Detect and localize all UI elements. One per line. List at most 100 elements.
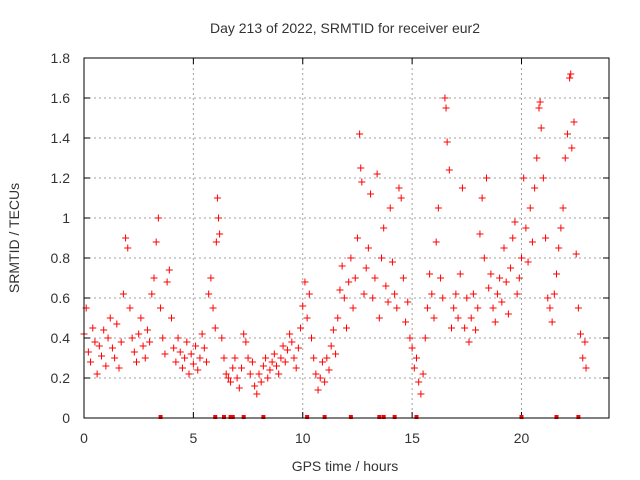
data-point (308, 334, 315, 342)
data-point (581, 338, 589, 346)
data-point (480, 254, 488, 262)
zero-data-point (213, 415, 218, 419)
data-point (417, 390, 425, 398)
zero-data-point (554, 415, 559, 419)
data-point (567, 70, 575, 78)
data-point (301, 278, 309, 286)
data-point (502, 278, 510, 286)
data-point (122, 234, 130, 242)
data-point (467, 314, 475, 322)
data-point (579, 354, 587, 362)
data-point (498, 298, 506, 306)
data-point (456, 270, 464, 278)
data-point (423, 304, 431, 312)
data-point (536, 98, 544, 106)
data-point (559, 204, 567, 212)
data-point (391, 290, 399, 298)
data-point (553, 270, 560, 278)
y-tick-label: 0.2 (51, 370, 71, 386)
data-point (442, 104, 450, 112)
data-point (209, 304, 217, 312)
data-point (487, 270, 495, 278)
data-point (128, 334, 136, 342)
zero-data-point (348, 415, 353, 419)
data-point (415, 378, 423, 386)
y-tick-label: 1.6 (51, 90, 71, 106)
data-point (176, 348, 184, 356)
data-point (574, 304, 582, 312)
data-point (528, 238, 536, 246)
data-point (229, 364, 237, 372)
data-point (402, 318, 410, 326)
data-point (539, 174, 547, 182)
data-point (347, 254, 355, 262)
data-point (84, 348, 92, 356)
data-point (283, 346, 291, 354)
data-point (323, 354, 331, 362)
data-point (273, 362, 280, 370)
y-tick-label: 0.6 (51, 290, 71, 306)
data-point (100, 326, 108, 334)
data-point (582, 364, 590, 372)
data-point (303, 314, 311, 322)
data-point (526, 204, 534, 212)
data-point (439, 294, 447, 302)
data-point (310, 354, 318, 362)
y-tick-label: 1.8 (51, 50, 71, 66)
data-point (406, 334, 414, 342)
zero-data-point (241, 415, 246, 419)
data-point (426, 270, 434, 278)
data-point (255, 370, 263, 378)
data-point (150, 274, 158, 282)
data-point (218, 334, 226, 342)
data-point (332, 350, 340, 358)
data-point (139, 342, 147, 350)
data-point (522, 224, 530, 232)
data-point (345, 278, 353, 286)
data-point (192, 342, 200, 350)
data-point (240, 330, 248, 338)
data-point (369, 294, 377, 302)
y-tick-label: 0.8 (51, 250, 71, 266)
data-point (458, 184, 466, 192)
data-point (334, 314, 342, 322)
data-point (316, 374, 324, 382)
data-point (557, 224, 565, 232)
x-tick-label: 15 (404, 430, 420, 446)
data-point (404, 298, 412, 306)
zero-data-point (519, 415, 524, 419)
data-point (165, 266, 173, 274)
data-point (483, 174, 490, 182)
data-point (172, 358, 180, 366)
data-point (281, 358, 289, 366)
data-point (233, 374, 241, 382)
data-point (524, 258, 532, 266)
data-point (119, 290, 127, 298)
data-point (535, 104, 543, 112)
x-tick-label: 0 (80, 430, 88, 446)
data-point (152, 238, 160, 246)
data-point (168, 314, 175, 322)
data-point (489, 304, 497, 312)
data-point (262, 354, 270, 362)
data-point (198, 330, 206, 338)
data-point (360, 290, 368, 298)
data-point (555, 244, 563, 252)
data-point (454, 314, 462, 322)
zero-data-point (381, 415, 386, 419)
data-point (358, 178, 366, 186)
data-point (561, 154, 569, 162)
data-point (533, 154, 541, 162)
data-point (297, 324, 305, 332)
data-point (443, 138, 451, 146)
data-point (336, 286, 344, 294)
data-point (253, 390, 261, 398)
data-point (183, 338, 191, 346)
data-point (537, 124, 545, 132)
data-point (290, 354, 298, 362)
zero-data-point (158, 415, 163, 419)
data-point (496, 274, 504, 282)
data-point (515, 274, 523, 282)
data-point (419, 370, 427, 378)
data-point (343, 324, 350, 332)
